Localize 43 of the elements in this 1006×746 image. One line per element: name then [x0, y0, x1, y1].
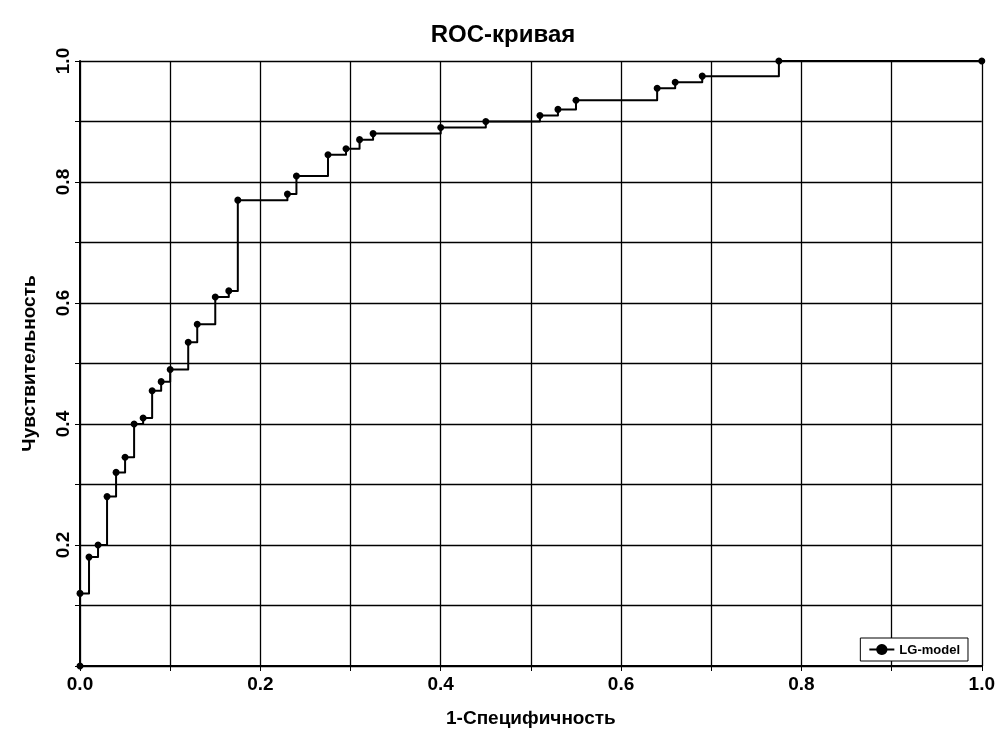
point: [121, 453, 129, 461]
y-tick-label: 0.8: [52, 168, 73, 196]
y-tick-label: 0.4: [52, 410, 73, 438]
legend-label: LG-model: [899, 642, 961, 657]
x-tick-label: 1.0: [968, 673, 995, 694]
y-axis-title: Чувствительность: [18, 275, 39, 452]
point: [554, 105, 562, 113]
chart-title: ROC-кривая: [430, 19, 576, 47]
y-tick-label: 0.6: [52, 289, 73, 317]
y-tick-label: 0.2: [52, 531, 73, 559]
point: [572, 96, 580, 104]
point: [139, 414, 147, 422]
point: [437, 124, 445, 132]
point: [103, 493, 111, 501]
x-tick-label: 0.2: [247, 673, 274, 694]
point: [211, 293, 219, 301]
point: [342, 145, 350, 153]
point: [283, 190, 291, 198]
point: [671, 78, 679, 86]
point: [324, 151, 332, 159]
x-axis-title: 1-Специфичность: [446, 707, 616, 728]
point: [157, 378, 165, 386]
point: [482, 118, 490, 125]
point: [193, 320, 201, 328]
y-tick-label: 1.0: [52, 47, 73, 75]
point: [166, 366, 174, 374]
point: [698, 72, 706, 80]
point: [292, 172, 300, 180]
point: [112, 468, 120, 476]
point: [76, 589, 84, 597]
x-tick-label: 0.4: [427, 673, 455, 694]
x-tick-label: 0.6: [607, 673, 635, 694]
x-tick-label: 0.0: [66, 673, 94, 694]
point: [356, 136, 364, 144]
point: [225, 287, 233, 295]
point: [536, 111, 544, 119]
point: [148, 387, 156, 395]
point: [234, 196, 242, 204]
point: [369, 130, 377, 138]
point: [978, 57, 986, 65]
point: [184, 338, 192, 346]
x-tick-label: 0.8: [788, 673, 815, 694]
point: [653, 84, 661, 92]
